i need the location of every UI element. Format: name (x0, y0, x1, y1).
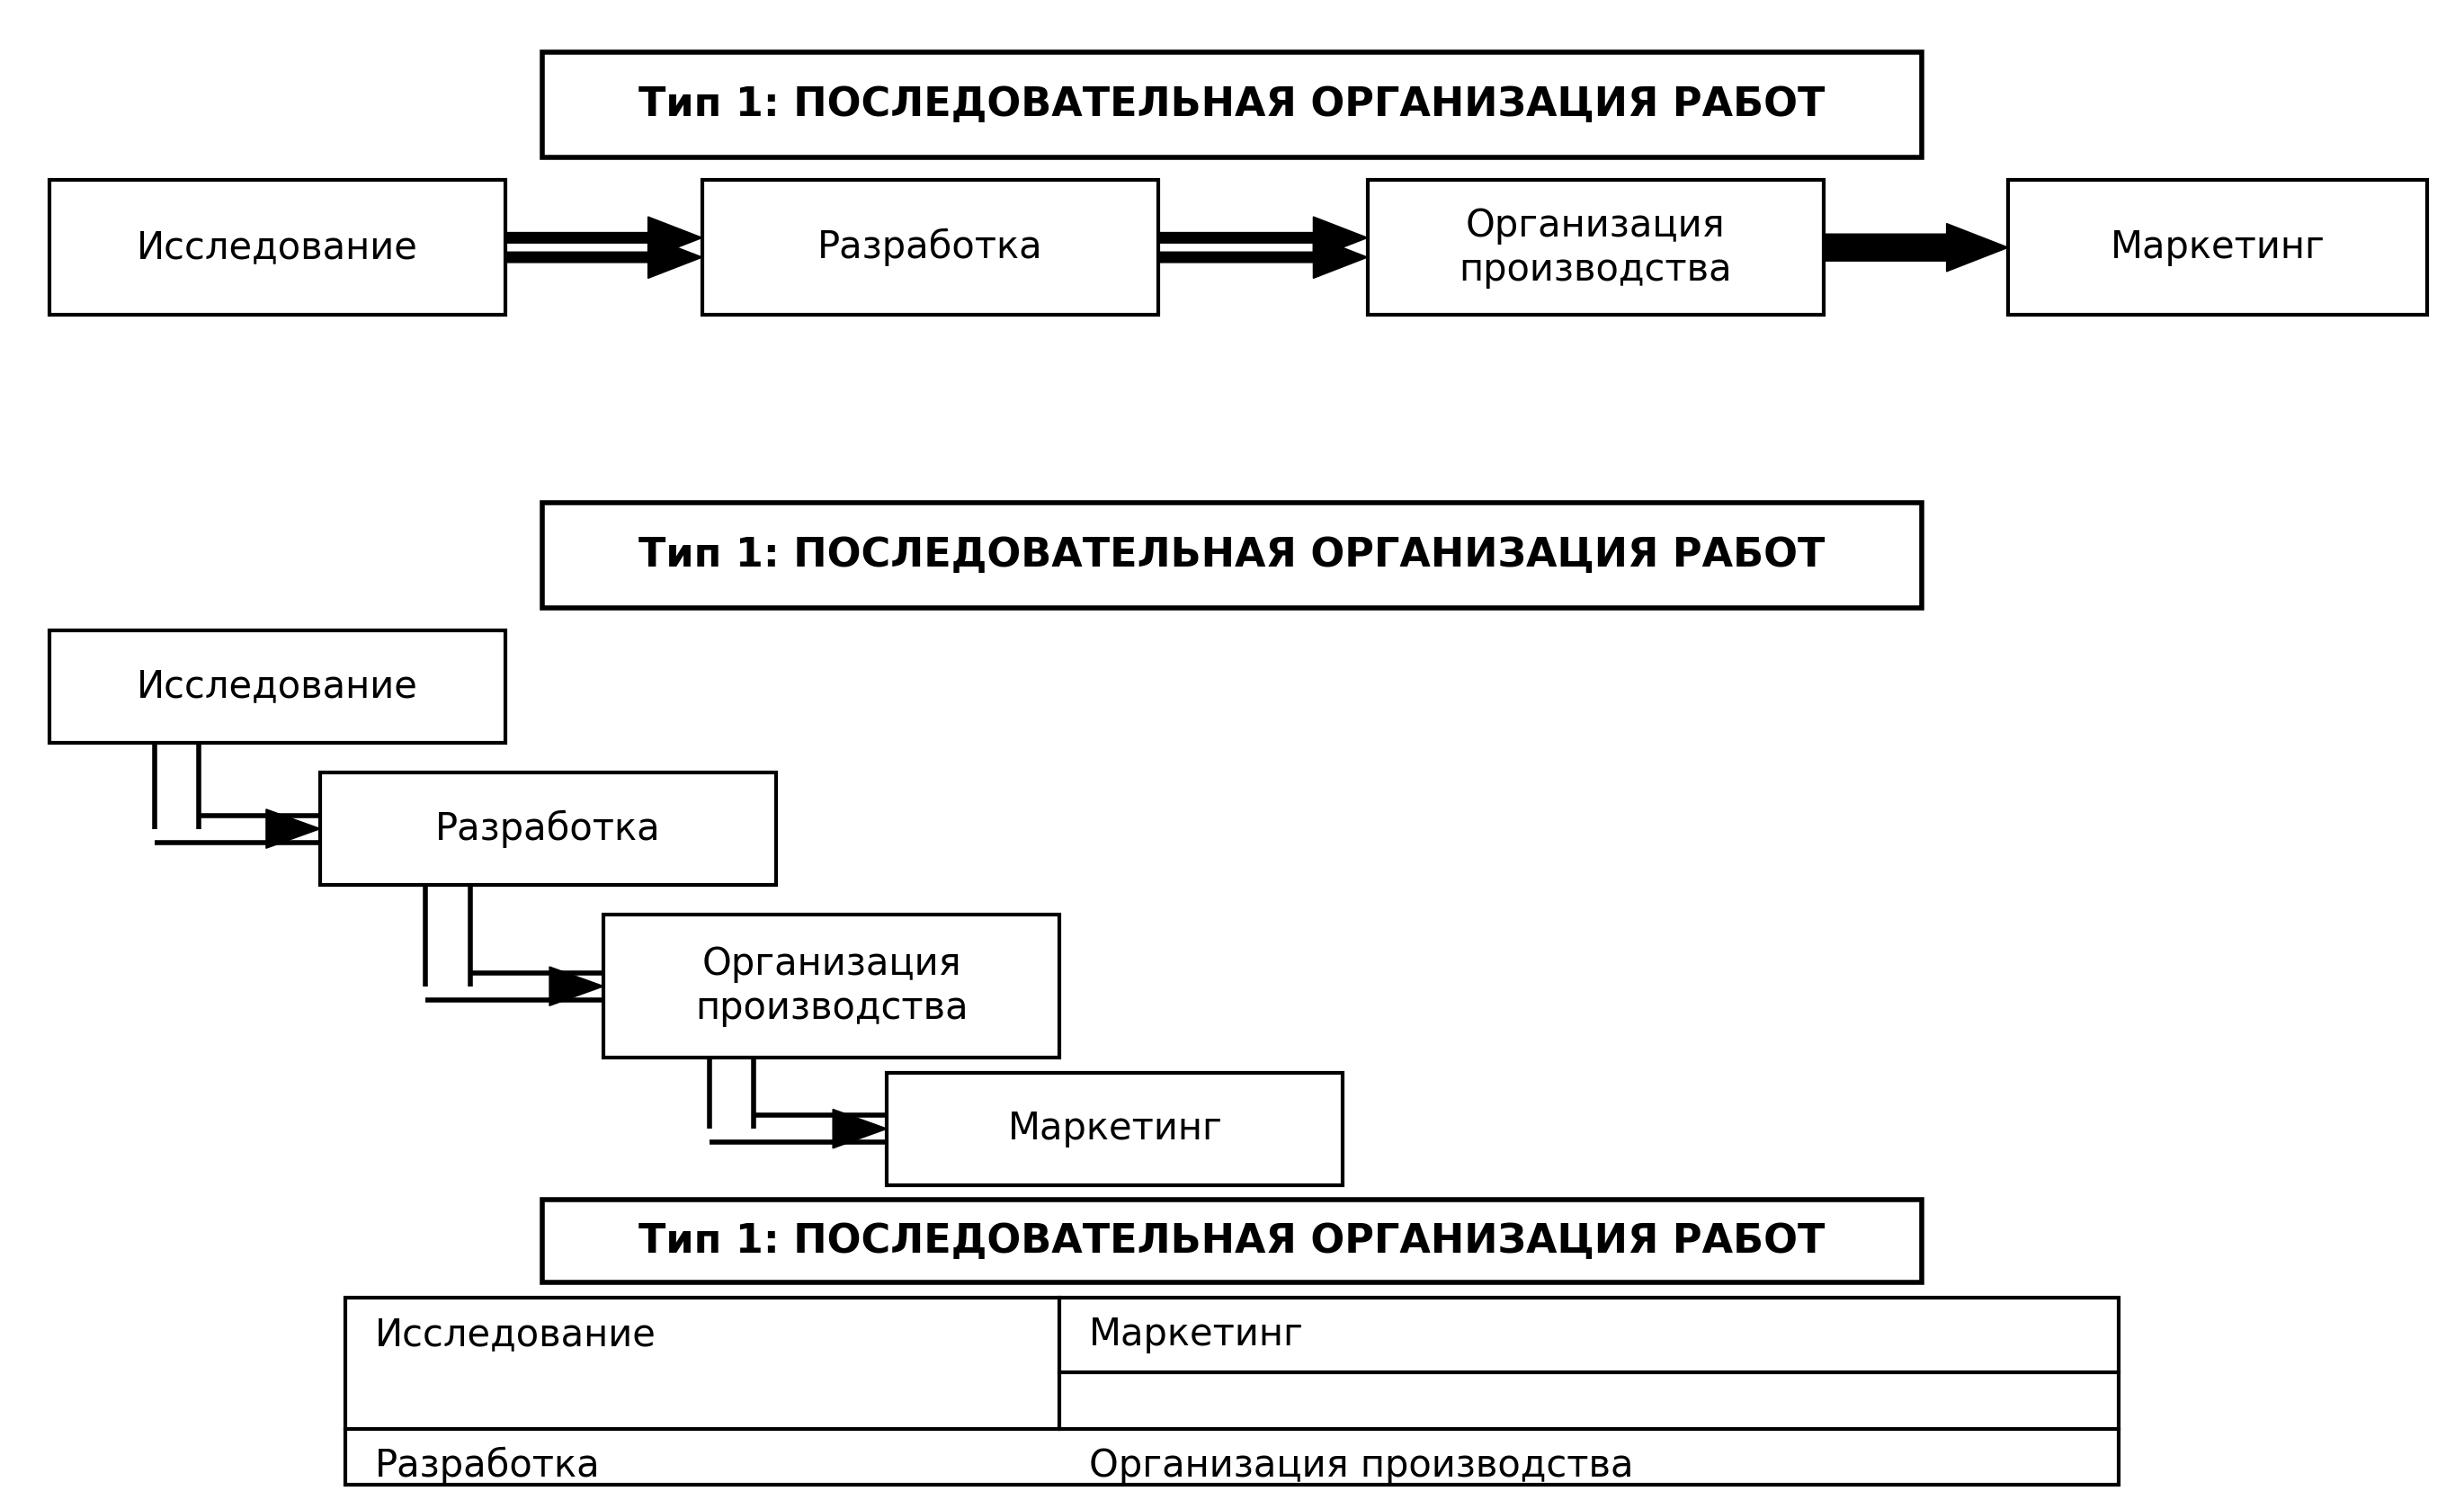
Text: Исследование: Исследование (136, 668, 419, 705)
Polygon shape (505, 235, 702, 278)
Text: Маркетинг: Маркетинг (1089, 1316, 1303, 1353)
Bar (345, 1297, 2119, 1485)
Bar (2008, 180, 2427, 315)
Bar (320, 772, 776, 885)
Bar (542, 1200, 1922, 1282)
Text: Тип 1: ПОСЛЕДОВАТЕЛЬНАЯ ОРГАНИЗАЦИЯ РАБОТ: Тип 1: ПОСЛЕДОВАТЕЛЬНАЯ ОРГАНИЗАЦИЯ РАБО… (638, 536, 1826, 574)
Polygon shape (1823, 223, 2008, 271)
Polygon shape (1158, 216, 1368, 259)
Text: Исследование: Исследование (375, 1316, 655, 1353)
Text: Организация производства: Организация производства (1089, 1446, 1634, 1485)
Text: Маркетинг: Маркетинг (1008, 1110, 1222, 1148)
Bar (49, 180, 505, 315)
Bar (604, 915, 1060, 1058)
Polygon shape (549, 968, 604, 1006)
Text: Разработка: Разработка (818, 228, 1042, 267)
Text: Тип 1: ПОСЛЕДОВАТЕЛЬНАЯ ОРГАНИЗАЦИЯ РАБОТ: Тип 1: ПОСЛЕДОВАТЕЛЬНАЯ ОРГАНИЗАЦИЯ РАБО… (638, 1222, 1826, 1260)
Text: Организация
производства: Организация производства (1459, 207, 1732, 288)
Bar (49, 630, 505, 742)
Polygon shape (505, 216, 702, 259)
Bar (1368, 180, 1823, 315)
Bar (542, 503, 1922, 608)
Text: Исследование: Исследование (136, 228, 419, 267)
Text: Разработка: Разработка (436, 810, 660, 847)
Polygon shape (266, 810, 320, 849)
Text: Маркетинг: Маркетинг (2109, 228, 2326, 267)
Bar (542, 52, 1922, 157)
Text: Тип 1: ПОСЛЕДОВАТЕЛЬНАЯ ОРГАНИЗАЦИЯ РАБОТ: Тип 1: ПОСЛЕДОВАТЕЛЬНАЯ ОРГАНИЗАЦИЯ РАБО… (638, 86, 1826, 125)
Text: Организация
производства: Организация производства (695, 945, 968, 1028)
Polygon shape (833, 1110, 887, 1149)
Bar (887, 1072, 1343, 1185)
Text: Разработка: Разработка (375, 1446, 599, 1485)
Polygon shape (1158, 235, 1368, 278)
Bar (702, 180, 1158, 315)
